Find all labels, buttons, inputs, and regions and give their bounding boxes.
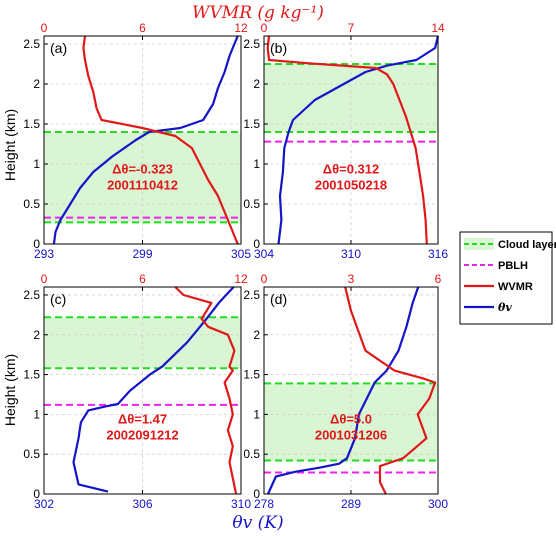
x-bottom-tick-label: 299: [132, 247, 152, 261]
x-top-tick-label: 0: [261, 272, 268, 286]
x-bottom-tick-label: 305: [231, 247, 251, 261]
legend-label-theta: θv: [498, 301, 512, 314]
y-tick-label: 1.5: [243, 368, 260, 382]
x-top-tick-label: 0: [41, 21, 48, 35]
y-tick-label: 1.5: [23, 117, 40, 131]
theta-v-series-line: [277, 35, 440, 245]
x-top-tick-label: 0: [41, 272, 48, 286]
y-tick-label: 2: [33, 77, 40, 91]
y-tick-label: 1.5: [23, 368, 40, 382]
annotation-delta-theta: Δθ=0.312: [323, 161, 380, 176]
y-tick-label: 2: [253, 77, 260, 91]
x-top-tick-label: 6: [139, 21, 146, 35]
wvmr-series-line: [82, 35, 239, 245]
theta-v-series-line: [52, 35, 239, 245]
bottom-axis-title: θv (K): [232, 513, 283, 533]
legend-label-wvmr: WVMR: [498, 281, 533, 293]
y-tick-label: 1: [33, 407, 40, 421]
panel-d: 0 0.5 1 1.5 2 2.5 278 289 300 0 3 6 (d) Δθ=5.02001031…: [243, 272, 448, 511]
x-bottom-tick-label: 310: [231, 497, 251, 511]
x-bottom-tick-label: 293: [34, 247, 54, 261]
x-bottom-tick-label: 300: [428, 497, 448, 511]
wvmr-series-line: [344, 286, 437, 495]
y-tick-label: 2.5: [243, 37, 260, 51]
top-axis-title: WVMR (g kg⁻¹): [192, 3, 324, 23]
x-bottom-tick-label: 289: [341, 497, 361, 511]
x-bottom-tick-label: 310: [341, 247, 361, 261]
x-bottom-tick-label: 316: [428, 247, 448, 261]
panel-a: 0 0.5 1 1.5 2 2.5 293 299 305 0 6 12 (a) Δθ=-0.323200…: [23, 21, 251, 261]
y-tick-label: 1: [253, 157, 260, 171]
x-top-tick-label: 12: [234, 21, 248, 35]
y-tick-label: 2: [33, 328, 40, 342]
y-tick-label: 0.5: [243, 197, 260, 211]
legend-swatch-cloud: [464, 238, 494, 250]
legend-label-pblh: PBLH: [498, 260, 528, 272]
y-axis-label-bottom-row: Height (km): [2, 354, 18, 426]
annotation-delta-theta: Δθ=5.0: [330, 412, 372, 427]
x-bottom-tick-label: 302: [34, 497, 54, 511]
panel-label: (c): [50, 291, 66, 307]
y-tick-label: 1: [33, 157, 40, 171]
annotation-date: 2001031206: [315, 428, 387, 443]
annotation-delta-theta: Δθ=-0.323: [112, 161, 173, 176]
y-tick-label: 2.5: [243, 288, 260, 302]
x-bottom-tick-label: 304: [254, 247, 274, 261]
y-tick-label: 2.5: [23, 288, 40, 302]
x-top-tick-label: 7: [348, 21, 355, 35]
legend-label-cloud: Cloud layer: [498, 239, 556, 251]
y-tick-label: 1.5: [243, 117, 260, 131]
annotation-delta-theta: Δθ=1.47: [118, 412, 167, 427]
y-tick-label: 2: [253, 328, 260, 342]
theta-v-series-line: [266, 286, 420, 495]
x-bottom-tick-label: 306: [132, 497, 152, 511]
panel-label: (b): [270, 40, 287, 56]
y-tick-label: 0: [253, 237, 260, 251]
y-tick-label: 0.5: [23, 447, 40, 461]
panel-c: 0 0.5 1 1.5 2 2.5 302 306 310 0 6 12 (c) Δθ=1.4720020…: [23, 272, 251, 511]
x-top-tick-label: 3: [348, 272, 355, 286]
y-tick-label: 0.5: [23, 197, 40, 211]
y-tick-label: 0: [33, 487, 40, 501]
panel-b: 0 0.5 1 1.5 2 2.5 304 310 316 0 7 14 (b) Δθ=0.3122001…: [243, 21, 448, 261]
x-top-tick-label: 0: [261, 21, 268, 35]
panel-label: (a): [50, 40, 67, 56]
panel-label: (d): [270, 291, 287, 307]
wvmr-series-line: [266, 35, 428, 245]
y-axis-label-top-row: Height (km): [2, 109, 18, 181]
x-top-tick-label: 12: [234, 272, 248, 286]
legend: Cloud layer PBLH WVMR θv: [459, 231, 556, 325]
y-tick-label: 0.5: [243, 447, 260, 461]
y-tick-label: 0: [253, 487, 260, 501]
annotation-date: 2001110412: [107, 177, 178, 192]
x-top-tick-label: 6: [435, 272, 442, 286]
wvmr-series-line: [174, 286, 238, 495]
y-tick-label: 0: [33, 237, 40, 251]
x-bottom-tick-label: 278: [254, 497, 274, 511]
annotation-date: 2001050218: [315, 177, 387, 192]
y-tick-label: 1: [253, 407, 260, 421]
cloud-layer-fill: [44, 132, 241, 223]
theta-v-series-line: [72, 286, 235, 493]
y-tick-label: 2.5: [23, 37, 40, 51]
x-top-tick-label: 6: [139, 272, 146, 286]
annotation-date: 2002091212: [106, 428, 178, 443]
x-top-tick-label: 14: [431, 21, 445, 35]
